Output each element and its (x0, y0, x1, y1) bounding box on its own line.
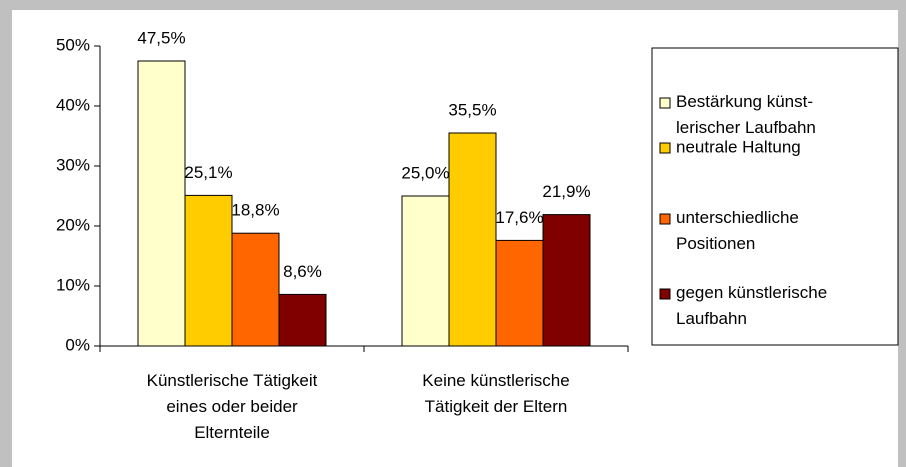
bar (401, 195, 450, 347)
value-label: 47,5% (137, 28, 185, 47)
value-label: 8,6% (283, 262, 322, 281)
y-tick-label: 0% (65, 335, 90, 354)
x-tick-label: Keine künstlerische Tätigkeit der Eltern (422, 371, 569, 416)
bar (231, 232, 280, 347)
legend-swatch (659, 142, 671, 154)
value-label: 25,1% (184, 163, 232, 182)
bar (542, 214, 591, 347)
legend-label: Bestärkung künst-lerischer Laufbahn (676, 92, 816, 137)
value-label: 17,6% (495, 208, 543, 227)
legend-box (651, 47, 899, 346)
legend-label: neutrale Haltung (676, 137, 801, 156)
value-label: 35,5% (448, 100, 496, 119)
bar (448, 132, 497, 347)
value-label: 21,9% (542, 182, 590, 201)
value-label: 18,8% (231, 201, 279, 220)
legend-label: gegen künstlerische Laufbahn (676, 283, 827, 328)
legend-label: unterschiedliche Positionen (676, 208, 799, 253)
y-tick-label: 10% (56, 275, 90, 294)
bar (495, 239, 544, 347)
y-tick-label: 40% (56, 95, 90, 114)
bar (137, 60, 186, 347)
bar (278, 293, 327, 347)
legend-swatch (659, 213, 671, 225)
y-tick-label: 20% (56, 215, 90, 234)
y-tick-label: 30% (56, 155, 90, 174)
value-label: 25,0% (401, 163, 449, 182)
y-tick-label: 50% (56, 35, 90, 54)
bar (184, 194, 233, 347)
x-tick-label: Künstlerische Tätigkeit eines oder beider… (147, 371, 318, 442)
legend-swatch (659, 97, 671, 109)
legend-swatch (659, 288, 671, 300)
